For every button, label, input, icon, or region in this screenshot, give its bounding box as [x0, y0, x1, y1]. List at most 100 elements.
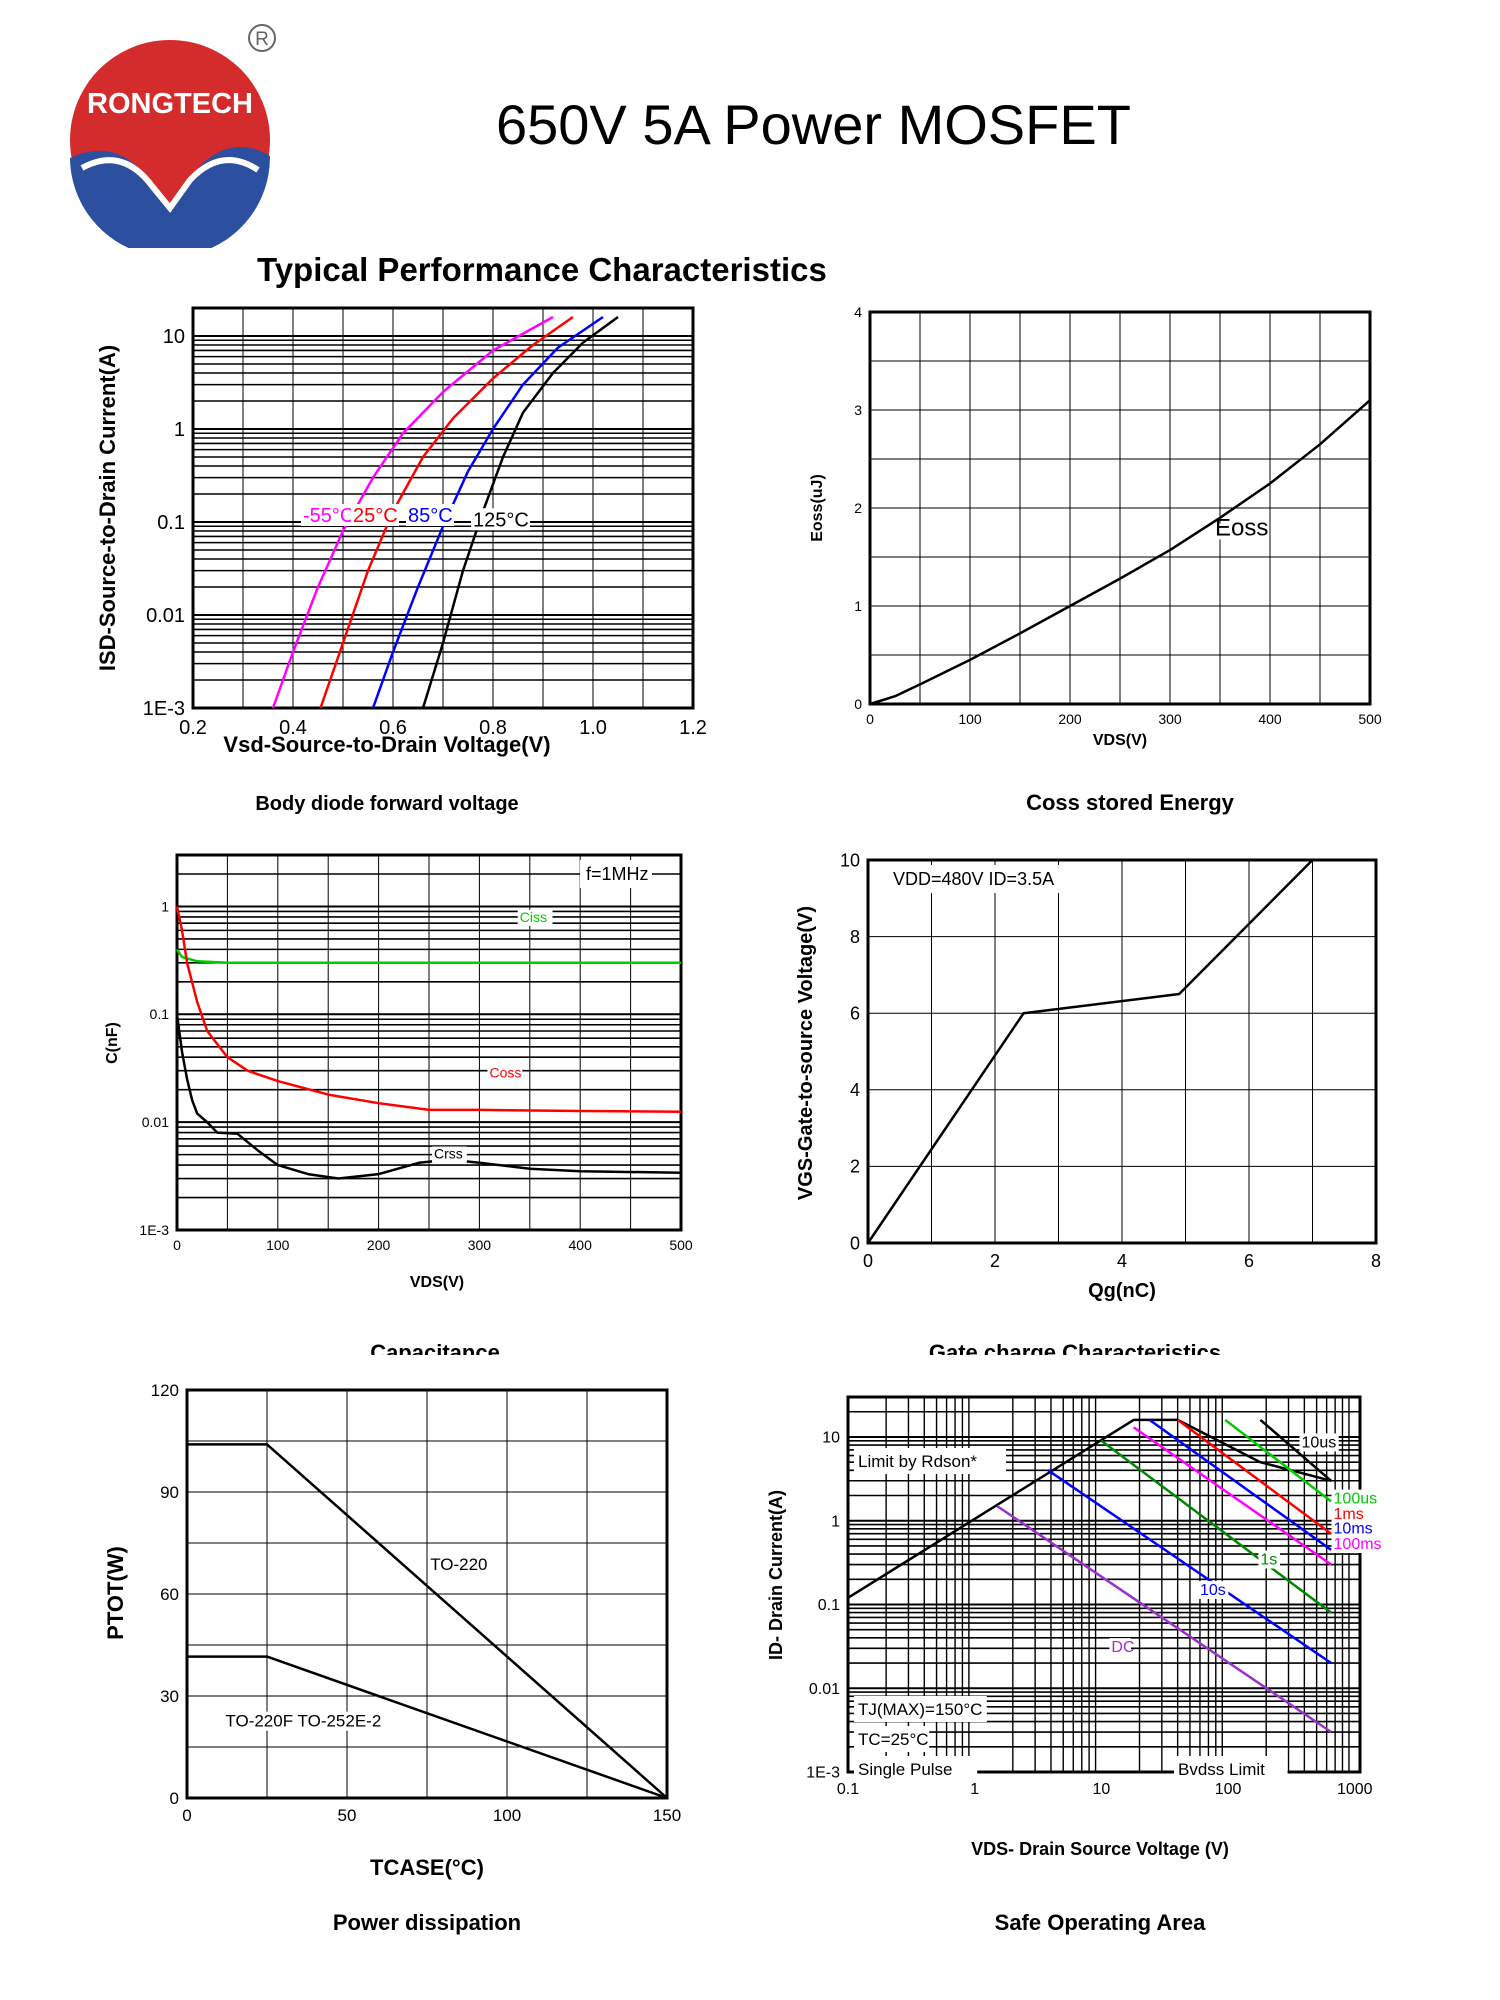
series-label-bg: [471, 508, 530, 531]
chart-title: Gate charge Characteristics: [929, 1340, 1221, 1355]
x-tick-label: 0.8: [479, 717, 507, 739]
y-tick-label: 60: [160, 1585, 179, 1604]
note-bg: [854, 1696, 987, 1722]
y-axis-label: PTOT(W): [103, 1546, 128, 1640]
series-label: TO-220F TO-252E-2: [225, 1712, 381, 1731]
series-label: DC: [1111, 1639, 1134, 1656]
gate-charge-chart: 0 2 4 6 8 0 2 4 6 8 10 Qg(nC) VGS-Gate-to-source Vol…: [795, 850, 1381, 1355]
y-axis-label: ISD-Source-to-Drain Current(A): [95, 345, 120, 671]
x-tick-label: 300: [468, 1237, 492, 1253]
y-tick-label: 0: [850, 1233, 860, 1253]
note-bg: [854, 1756, 978, 1782]
logo-wave: [80, 157, 260, 213]
x-tick-label: 200: [1058, 711, 1082, 727]
logo-brand-text: RONGTECH: [87, 88, 253, 120]
chart-title: Body diode forward voltage: [255, 793, 518, 815]
y-tick-label: 0.1: [818, 1597, 840, 1614]
y-tick-label: 10: [840, 850, 860, 870]
rongtech-logo: RONGTECH R: [70, 24, 276, 248]
series-line-125-c: [421, 315, 619, 709]
chart-title: Power dissipation: [333, 1910, 521, 1935]
series-line--55-c: [271, 315, 554, 709]
y-tick-label: 2: [850, 1157, 860, 1177]
chart-title: Capacitance: [370, 1340, 500, 1355]
y-tick-label: 10: [822, 1430, 840, 1447]
x-axis-label: VDS- Drain Source Voltage (V): [971, 1839, 1229, 1859]
x-axis-label: Vsd-Source-to-Drain Voltage(V): [223, 732, 550, 757]
y-tick-label: 10: [163, 326, 185, 348]
x-tick-label: 0: [866, 711, 874, 727]
series-line-crss: [175, 1014, 682, 1180]
y-tick-label: 0.01: [146, 605, 185, 627]
annotation: f=1MHz: [586, 864, 649, 884]
y-tick-label: 0: [854, 696, 862, 712]
capacitance-chart: 0 100 200 300 400 500 1 0.1 0.01 1E-3 VDS(V) C(nF) C…: [104, 853, 693, 1355]
series-label: 85°C: [408, 505, 453, 527]
series-label: 25°C: [353, 505, 398, 527]
annotation: VDD=480V ID=3.5A: [893, 869, 1054, 889]
series-label: 10ms: [1334, 1521, 1373, 1538]
series-line-85-c: [371, 315, 604, 709]
series-label-bg: [1331, 1504, 1362, 1523]
y-axis-label: Eoss(uJ): [809, 474, 826, 542]
series-label-bg: [487, 1065, 523, 1082]
registered-mark: R: [255, 29, 269, 50]
y-tick-label: 4: [850, 1080, 860, 1100]
plot-frame: [191, 306, 695, 710]
series-line-100ms: [1132, 1426, 1332, 1566]
logo-blue-band: [70, 146, 271, 248]
y-tick-label: 90: [160, 1483, 179, 1502]
series-label: -55°C: [303, 505, 354, 527]
x-tick-label: 8: [1371, 1251, 1381, 1271]
x-tick-label: 0: [182, 1806, 191, 1825]
series-line-1ms: [1176, 1418, 1332, 1535]
y-tick-label: 0.01: [142, 1114, 169, 1130]
body-diode-chart: 0.2 0.4 0.6 0.8 1.0 1.2 10 1 0.1 0.01 1E-3 Vsd-Sour…: [95, 306, 707, 815]
x-tick-label: 400: [1258, 711, 1282, 727]
series-line-dc: [996, 1504, 1332, 1734]
x-axis-label: VDS(V): [410, 1274, 464, 1291]
series-label-bg: [1109, 1638, 1132, 1657]
y-tick-label: 4: [854, 304, 862, 320]
y-tick-label: 120: [151, 1381, 179, 1400]
x-tick-label: 1: [970, 1781, 979, 1798]
registered-circle: [248, 24, 276, 52]
y-tick-label: 0.1: [157, 512, 185, 534]
x-tick-label: 0.1: [837, 1781, 859, 1798]
chart-title: Safe Operating Area: [995, 1910, 1206, 1935]
chart-title: Coss stored Energy: [1026, 790, 1235, 815]
y-tick-label: 0.1: [150, 1006, 170, 1022]
x-tick-label: 1.2: [679, 717, 707, 739]
y-axis-label: ID- Drain Current(A): [766, 1490, 786, 1660]
eoss-chart: 0 100 200 300 400 500 0 1 2 3 4 VDS(V) Eoss(uJ) Coss …: [809, 304, 1382, 815]
x-axis-label: VDS(V): [1093, 732, 1147, 749]
plot-frame: [868, 310, 1372, 706]
series-label-bg: [1213, 523, 1248, 540]
plot-frame: [175, 853, 683, 1232]
series-label-bg: [1197, 1580, 1229, 1599]
chart-note: Single Pulse: [858, 1760, 953, 1779]
series-label-bg: [1299, 1433, 1339, 1452]
plot-frame: [185, 1388, 669, 1800]
page-title: 650V 5A Power MOSFET: [496, 93, 1131, 156]
series-line-1s: [1100, 1439, 1332, 1614]
chart-note: Bvdss Limit: [1178, 1760, 1265, 1779]
x-tick-label: 100: [266, 1237, 290, 1253]
plot-frame: [846, 1395, 1362, 1774]
y-tick-label: 1: [161, 898, 169, 914]
x-tick-label: 2: [990, 1251, 1000, 1271]
y-tick-label: 1E-3: [806, 1765, 840, 1782]
y-tick-label: 1: [854, 598, 862, 614]
series-label: Ciss: [520, 909, 547, 925]
plot-frame: [866, 858, 1378, 1245]
series-label-bg: [406, 503, 454, 526]
note-bg: [1174, 1756, 1288, 1782]
x-tick-label: 0.4: [279, 717, 307, 739]
x-tick-label: 200: [367, 1237, 391, 1253]
power-dissipation-chart: 0 50 100 150 0 30 60 90 120 TCASE(°C) PTOT(W) Power…: [103, 1381, 681, 1935]
x-tick-label: 4: [1117, 1251, 1127, 1271]
note-bg: [854, 1448, 1006, 1474]
annotation-bg: [580, 860, 652, 888]
y-tick-label: 6: [850, 1004, 860, 1024]
x-tick-label: 500: [669, 1237, 693, 1253]
